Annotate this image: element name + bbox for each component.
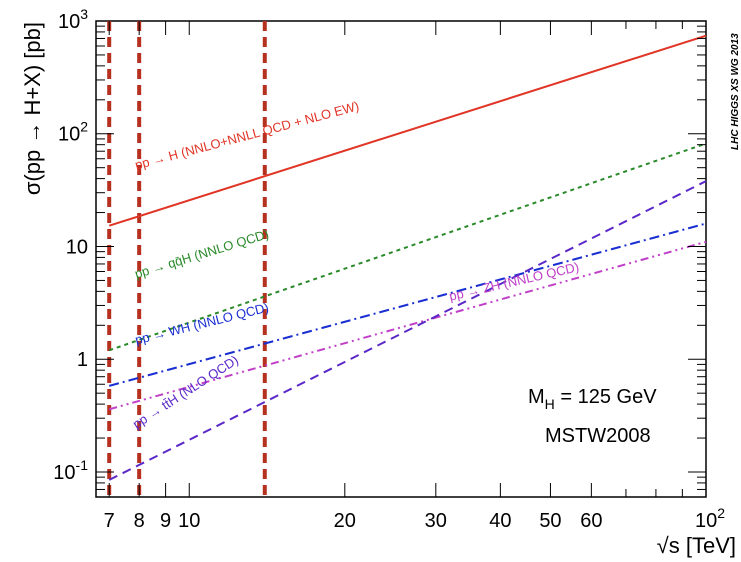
series-line-1 [108, 142, 707, 352]
x-tick-label: 102 [695, 505, 725, 532]
series-label-3: pp → ZH (NNLO QCD) [448, 259, 581, 304]
x-tick-label: 20 [334, 510, 356, 532]
series-label-1: pp → qq̄H (NNLO QCD) [133, 226, 271, 281]
plot-frame [95, 20, 707, 498]
series-line-3 [108, 240, 707, 411]
series-label-0: pp → H (NNLO+NNLL QCD + NLO EW) [133, 98, 360, 172]
x-tick-label: 8 [134, 510, 145, 532]
higgs-mass-label: MH = 125 GeV [528, 386, 657, 412]
series-line-4 [108, 180, 707, 481]
series-line-2 [108, 222, 707, 387]
series-line-0 [108, 34, 707, 227]
plot-border [95, 20, 707, 498]
y-tick-label: 10-1 [53, 457, 88, 484]
watermark: LHC HIGGS XS WG 2013 [730, 33, 741, 150]
annotation-box: MH = 125 GeV MSTW2008 [528, 386, 657, 447]
x-axis-label: √s [TeV] [657, 533, 736, 558]
x-tick-label: 60 [580, 510, 602, 532]
x-tick-label: 40 [489, 510, 511, 532]
y-tick-label: 103 [58, 6, 88, 33]
series-lines [108, 34, 707, 481]
x-tick-label: 7 [104, 510, 115, 532]
x-tick-label: 30 [425, 510, 447, 532]
y-axis-label: σ(pp → H+X) [pb] [20, 22, 45, 195]
pdf-set-label: MSTW2008 [545, 425, 651, 447]
x-tick-label: 10 [178, 510, 200, 532]
series-label-2: pp → WH (NNLO QCD) [133, 300, 270, 348]
y-tick-label: 1 [77, 349, 88, 371]
axis-ticks [96, 21, 707, 498]
series-label-4: pp → tt̄H (NLO QCD) [130, 352, 241, 431]
x-tick-label: 9 [160, 510, 171, 532]
y-tick-label: 10 [66, 236, 88, 258]
y-tick-label: 102 [58, 119, 88, 146]
tick-labels: 7 8 9 10 20 30 40 50 60 102 10-1 1 10 102 103 [53, 6, 725, 532]
x-tick-label: 50 [539, 510, 561, 532]
